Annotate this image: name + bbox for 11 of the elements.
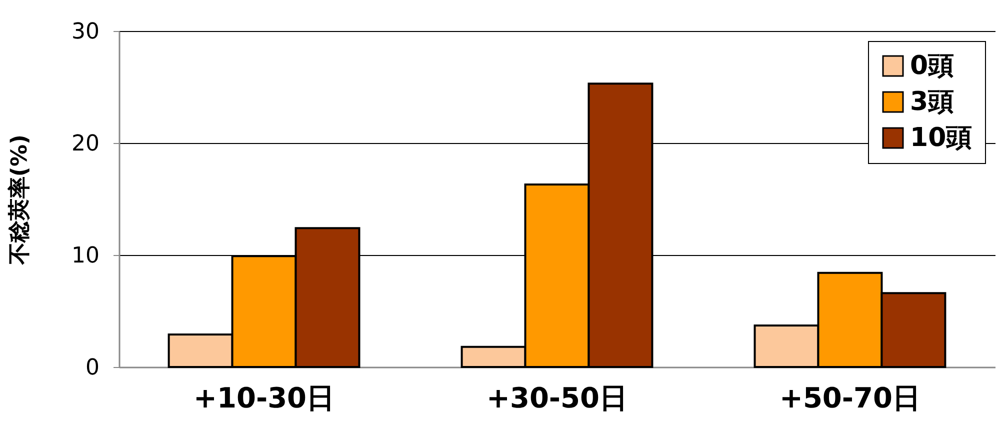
x-tick-label: +50-70日	[779, 382, 920, 414]
legend-label: 0頭	[910, 51, 954, 81]
y-axis-title: 不稔莢率(%)	[6, 134, 33, 266]
x-tick-label: +10-30日	[194, 382, 335, 414]
legend-label: 3頭	[910, 87, 954, 117]
legend-label: 10頭	[910, 123, 972, 153]
x-tick-label: +30-50日	[486, 382, 628, 414]
y-tick-label: 10	[72, 244, 100, 268]
y-tick-label: 0	[86, 356, 100, 380]
y-tick-label: 30	[72, 20, 100, 44]
y-tick-label: 20	[72, 132, 100, 156]
